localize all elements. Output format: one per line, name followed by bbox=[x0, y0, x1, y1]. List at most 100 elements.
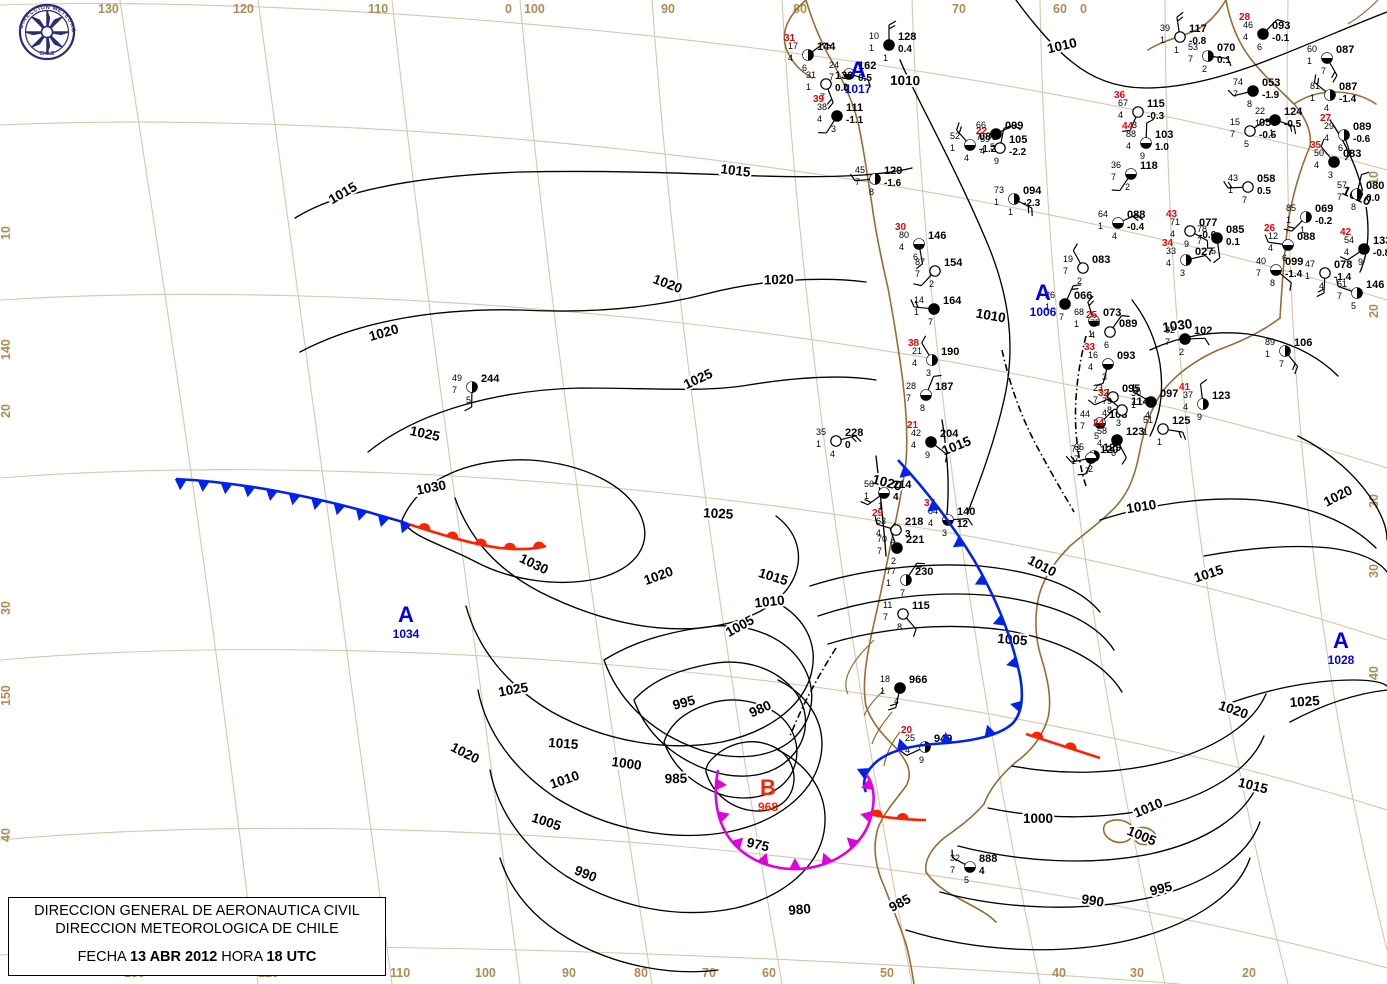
station-plot: 146 61 75 bbox=[1335, 278, 1384, 311]
station-aux-value: 1 bbox=[950, 143, 955, 153]
station-aux-value: 7 bbox=[1197, 236, 1202, 246]
station-aux-value: 4 bbox=[1088, 362, 1093, 372]
station-aux-value: 4 bbox=[964, 153, 969, 163]
sky-cover-icon bbox=[1244, 125, 1256, 137]
station-plot: 154 87 72 bbox=[913, 257, 963, 289]
station-pressure: 102 bbox=[1194, 325, 1212, 337]
station-plot: 083 50 43 35 bbox=[1310, 138, 1361, 180]
sky-cover-icon bbox=[1269, 114, 1281, 126]
station-plot: 069-0.2 85 11 bbox=[1283, 203, 1333, 235]
wind-barb-icon bbox=[899, 748, 921, 756]
station-aux-value: 9 bbox=[1140, 151, 1145, 161]
station-plot: 053-1.9 74 78 bbox=[1227, 77, 1280, 109]
station-pressure: 144 bbox=[817, 41, 836, 53]
station-aux-value: 6 bbox=[1257, 42, 1262, 52]
station-plot: 088 12 46 26 bbox=[1264, 223, 1315, 263]
isobar-label: 1015 bbox=[548, 735, 579, 752]
occ-cold-front-pip bbox=[757, 852, 769, 866]
station-plot: 133-0.8 54 49 42 bbox=[1339, 227, 1387, 267]
station-plot: 244 49 75 bbox=[452, 373, 500, 412]
station-aux-value: 49 bbox=[452, 373, 462, 383]
isobar-label: 1025 bbox=[497, 679, 530, 699]
station-pressure: 111 bbox=[846, 102, 863, 114]
station-aux-value: 1 bbox=[1305, 271, 1310, 281]
axis-top-label: 70 bbox=[952, 2, 966, 16]
station-aux-value: 14 bbox=[914, 295, 924, 305]
station-tendency: 37 bbox=[924, 498, 936, 509]
station-aux-value: 53 bbox=[1188, 42, 1198, 52]
sky-cover-partial bbox=[1140, 137, 1152, 143]
pressure-center-value: 968 bbox=[758, 800, 778, 814]
isobar-label-halo: 1010 bbox=[1125, 497, 1157, 517]
cold-front-chile-coast bbox=[862, 459, 1024, 793]
station-aux-value: 12 bbox=[1268, 231, 1278, 241]
isobar-label-halo: 1010 bbox=[890, 73, 920, 89]
station-plot: 097 30 14 bbox=[1131, 383, 1178, 420]
station-aux-value: 85 bbox=[1286, 203, 1296, 213]
station-pressure: 154 bbox=[944, 257, 963, 269]
wind-barb-icon bbox=[1266, 19, 1285, 31]
station-aux-value: 1 bbox=[1174, 45, 1179, 55]
station-aux-value: 42 bbox=[911, 428, 921, 438]
station-pressure: 129 bbox=[1103, 442, 1121, 454]
station-aux-value: 7 bbox=[1230, 129, 1235, 139]
wind-barb-icon bbox=[1213, 243, 1221, 264]
station-pressure: 129 bbox=[884, 165, 902, 177]
sky-cover-icon bbox=[831, 110, 843, 122]
station-temperature: -0.6 bbox=[1353, 134, 1371, 145]
axis-bottom-label: 100 bbox=[475, 966, 496, 980]
sky-cover-half bbox=[466, 381, 472, 393]
station-temperature: -2.2 bbox=[1009, 147, 1027, 158]
wind-barb-icon bbox=[934, 444, 948, 463]
station-tendency: 39 bbox=[813, 94, 825, 105]
wind-barb-icon bbox=[826, 88, 834, 110]
station-plot: 115-0.3 67 43 36 bbox=[1114, 90, 1165, 132]
station-pressure: 085 bbox=[1226, 224, 1244, 236]
axis-right-label: 40 bbox=[1367, 666, 1381, 680]
station-aux-value: 2 bbox=[1077, 276, 1082, 286]
wind-barb-icon bbox=[1357, 171, 1370, 190]
wind-barb-icon bbox=[1223, 180, 1243, 189]
station-aux-value: 1 bbox=[1143, 427, 1148, 437]
station-aux-value: 73 bbox=[994, 185, 1004, 195]
wind-barb-icon bbox=[840, 435, 862, 443]
station-pressure: 125 bbox=[1172, 415, 1190, 427]
station-aux-value: 2 bbox=[843, 82, 848, 92]
station-aux-value: 7 bbox=[1063, 266, 1068, 276]
station-aux-value: 1 bbox=[994, 197, 999, 207]
isobar-label-halo: 990 bbox=[1080, 891, 1105, 909]
station-aux-value: 46 bbox=[1243, 20, 1253, 30]
isobar-label: 1025 bbox=[703, 505, 734, 522]
coastline-detail bbox=[845, 0, 1379, 767]
sky-cover-partial bbox=[964, 139, 976, 145]
wind-barb-icon bbox=[1087, 295, 1095, 317]
cold-front-pip bbox=[856, 768, 870, 780]
station-tendency: 42 bbox=[1340, 227, 1352, 238]
station-pressure: 115 bbox=[1147, 98, 1165, 110]
isobar-label-halo: 1025 bbox=[1289, 693, 1320, 710]
station-aux-value: 5 bbox=[964, 875, 969, 885]
station-pressure: 124 bbox=[1284, 106, 1303, 118]
station-pressure: 099 bbox=[1005, 120, 1023, 132]
station-aux-value: 5 bbox=[1244, 139, 1249, 149]
logo-ring-text-bottom: CHILE bbox=[40, 51, 56, 57]
station-aux-value: 4 bbox=[1324, 103, 1329, 113]
logo-compass-icon: DIRECCION METEOROLOGICA CHILE bbox=[4, 2, 75, 61]
cold-front-pip bbox=[288, 493, 301, 506]
station-aux-value: 79 bbox=[1102, 396, 1112, 406]
station-tendency: 24 bbox=[1093, 418, 1105, 429]
station-aux-value: 82 bbox=[1165, 325, 1175, 335]
station-plot: 204 42 49 21 bbox=[907, 420, 959, 463]
station-aux-value: 7 bbox=[1188, 54, 1193, 64]
wind-barb-icon bbox=[1000, 124, 1021, 133]
station-aux-value: 2 bbox=[1088, 464, 1093, 474]
wind-barb-icon bbox=[874, 516, 892, 530]
wind-barb-icon bbox=[913, 274, 932, 287]
station-aux-value: 5 bbox=[990, 142, 995, 152]
station-aux-value: 4 bbox=[1319, 281, 1324, 291]
station-aux-value: 75 bbox=[1090, 318, 1100, 328]
